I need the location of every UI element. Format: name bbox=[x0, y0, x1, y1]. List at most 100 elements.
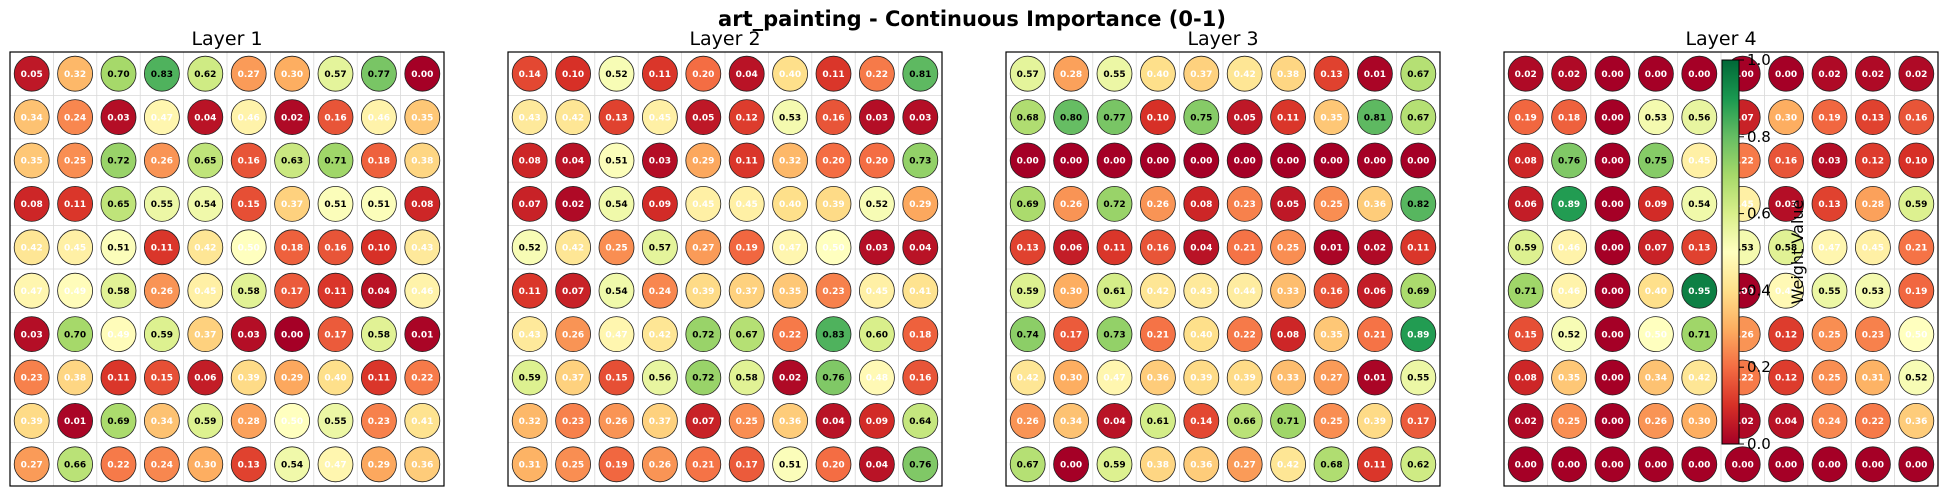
cell-circle bbox=[230, 359, 267, 396]
cell-circle bbox=[1855, 55, 1891, 92]
cell-value-label: 0.24 bbox=[64, 113, 86, 123]
cell-value-label: 0.05 bbox=[21, 70, 43, 80]
cell-circle bbox=[1811, 99, 1848, 135]
cell-circle bbox=[815, 55, 852, 92]
cell-value-label: 0.00 bbox=[1407, 157, 1429, 167]
cell-value-label: 0.21 bbox=[1234, 244, 1256, 254]
cell-value-label: 0.67 bbox=[1407, 113, 1429, 123]
cell-circle bbox=[815, 99, 852, 135]
cell-value-label: 0.51 bbox=[779, 461, 801, 471]
cell-value-label: 0.89 bbox=[1558, 200, 1580, 210]
cell-circle bbox=[728, 316, 765, 353]
cell-value-label: 0.25 bbox=[64, 157, 86, 167]
cell-circle bbox=[1053, 359, 1089, 396]
cell-value-label: 0.01 bbox=[411, 330, 433, 340]
cell-circle bbox=[1507, 142, 1544, 179]
cell-value-label: 0.37 bbox=[562, 374, 584, 384]
cell-value-label: 0.47 bbox=[151, 113, 173, 123]
cell-circle bbox=[143, 185, 180, 222]
cell-circle bbox=[1551, 229, 1587, 266]
colorbar-label: Weight Value bbox=[1788, 200, 1807, 305]
cell-circle bbox=[1768, 99, 1804, 135]
cell-value-label: 0.31 bbox=[1862, 374, 1884, 384]
cell-value-label: 0.15 bbox=[1515, 330, 1537, 340]
cell-circle bbox=[57, 99, 93, 135]
cell-circle bbox=[1507, 316, 1544, 353]
cell-circle bbox=[1009, 316, 1046, 353]
cell-circle bbox=[143, 142, 180, 179]
cell-circle bbox=[1096, 359, 1133, 396]
cell-circle bbox=[360, 142, 397, 179]
cell-value-label: 0.66 bbox=[64, 461, 86, 471]
cell-circle bbox=[1811, 272, 1848, 309]
cell-value-label: 0.47 bbox=[324, 461, 346, 471]
cell-value-label: 0.44 bbox=[1234, 287, 1256, 297]
colorbar-gradient bbox=[1721, 59, 1740, 445]
cell-value-label: 0.42 bbox=[1147, 287, 1169, 297]
cell-circle bbox=[1009, 185, 1046, 222]
cell-value-label: 0.14 bbox=[519, 70, 541, 80]
cell-circle bbox=[1313, 272, 1350, 309]
cell-circle bbox=[1226, 402, 1263, 439]
cell-value-label: 0.29 bbox=[692, 157, 714, 167]
cell-circle bbox=[685, 359, 722, 396]
cell-circle bbox=[404, 316, 441, 353]
cell-value-label: 0.13 bbox=[1017, 244, 1039, 254]
cell-circle bbox=[1507, 229, 1544, 266]
cell-circle bbox=[1638, 55, 1674, 92]
cell-circle bbox=[360, 99, 397, 135]
cell-circle bbox=[13, 185, 50, 222]
cell-circle bbox=[642, 99, 678, 135]
cell-value-label: 0.36 bbox=[1147, 374, 1169, 384]
cell-circle bbox=[230, 55, 267, 92]
cell-value-label: 0.23 bbox=[1862, 330, 1884, 340]
colorbar-tick-label: 1.0 bbox=[1747, 51, 1771, 69]
cell-value-label: 0.16 bbox=[324, 244, 346, 254]
cell-value-label: 0.05 bbox=[1234, 113, 1256, 123]
cell-value-label: 0.00 bbox=[1103, 157, 1125, 167]
cell-value-label: 0.80 bbox=[1060, 113, 1082, 123]
cell-circle bbox=[1594, 142, 1631, 179]
cell-value-label: 0.18 bbox=[368, 157, 390, 167]
cell-value-label: 0.19 bbox=[736, 244, 758, 254]
cell-value-label: 0.57 bbox=[324, 70, 346, 80]
cell-value-label: 0.19 bbox=[605, 461, 627, 471]
cell-circle bbox=[1594, 99, 1631, 135]
cell-value-label: 0.00 bbox=[1601, 70, 1623, 80]
cell-circle bbox=[1855, 316, 1891, 353]
cell-value-label: 0.08 bbox=[1515, 374, 1537, 384]
cell-circle bbox=[772, 272, 808, 309]
cell-circle bbox=[1400, 359, 1437, 396]
cell-value-label: 0.28 bbox=[1060, 70, 1082, 80]
cell-circle bbox=[1638, 316, 1674, 353]
cell-circle bbox=[902, 142, 939, 179]
cell-circle bbox=[598, 55, 635, 92]
cell-value-label: 0.02 bbox=[1364, 244, 1386, 254]
cell-circle bbox=[143, 272, 180, 309]
cell-circle bbox=[13, 316, 50, 353]
cell-value-label: 0.46 bbox=[1558, 244, 1580, 254]
cell-circle bbox=[728, 55, 765, 92]
cell-circle bbox=[1270, 229, 1306, 266]
cell-circle bbox=[1638, 229, 1674, 266]
cell-value-label: 0.07 bbox=[519, 200, 541, 210]
panel-layer-2: Layer 2 0.14 0.10 0.52 0.11 0.20 0.04 0.40 0.11 0… bbox=[507, 28, 943, 487]
cell-circle bbox=[1768, 402, 1804, 439]
cell-circle bbox=[555, 359, 591, 396]
cell-circle bbox=[1594, 316, 1631, 353]
cell-circle bbox=[511, 446, 548, 483]
cell-circle bbox=[404, 185, 441, 222]
cell-circle bbox=[859, 229, 895, 266]
cell-value-label: 0.08 bbox=[21, 200, 43, 210]
cell-value-label: 0.47 bbox=[1818, 244, 1840, 254]
cell-circle bbox=[1226, 229, 1263, 266]
cell-circle bbox=[1898, 99, 1935, 135]
cell-value-label: 0.35 bbox=[1558, 374, 1580, 384]
cell-value-label: 0.32 bbox=[64, 70, 86, 80]
cell-value-label: 0.00 bbox=[1688, 70, 1710, 80]
cell-circle bbox=[360, 55, 397, 92]
cell-value-label: 0.16 bbox=[238, 157, 260, 167]
cell-value-label: 0.21 bbox=[1147, 330, 1169, 340]
cell-circle bbox=[1551, 142, 1587, 179]
cell-value-label: 0.54 bbox=[1688, 200, 1710, 210]
